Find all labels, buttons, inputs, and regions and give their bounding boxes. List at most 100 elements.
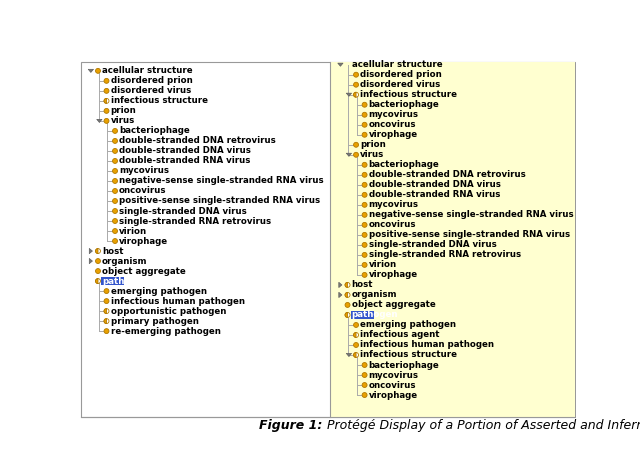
Text: object aggregate: object aggregate [102,266,186,276]
Text: positive-sense single-stranded RNA virus: positive-sense single-stranded RNA virus [119,197,320,206]
Circle shape [113,189,118,193]
Circle shape [113,179,118,183]
Circle shape [362,252,367,257]
Text: bacteriophage: bacteriophage [369,160,440,169]
Circle shape [353,342,358,347]
Text: single-stranded RNA retrovirus: single-stranded RNA retrovirus [369,250,521,259]
Text: virus: virus [111,116,135,125]
Text: disordered virus: disordered virus [360,80,440,89]
Circle shape [113,159,118,163]
Text: organism: organism [102,256,147,266]
Text: positive-sense single-stranded RNA virus: positive-sense single-stranded RNA virus [369,230,570,239]
Text: negative-sense single-stranded RNA virus: negative-sense single-stranded RNA virus [119,177,324,185]
Circle shape [113,169,118,173]
Circle shape [104,329,109,333]
Circle shape [362,192,367,197]
Wedge shape [353,332,356,337]
Circle shape [104,289,109,294]
Circle shape [113,149,118,153]
Circle shape [353,352,358,358]
Circle shape [362,262,367,267]
Circle shape [362,232,367,238]
Text: Protégé Display of a Portion of Asserted and Inferred VIDO Hierarchies: Protégé Display of a Portion of Asserted… [327,418,640,432]
Text: infectious agent: infectious agent [360,331,440,340]
Circle shape [95,68,100,73]
Circle shape [104,118,109,124]
Wedge shape [104,319,106,323]
Text: infectious structure: infectious structure [360,351,457,360]
Text: virophage: virophage [119,237,168,246]
Polygon shape [89,258,92,264]
Text: virophage: virophage [369,390,418,399]
Circle shape [113,238,118,244]
Text: single-stranded DNA virus: single-stranded DNA virus [369,240,497,249]
Text: pathogen: pathogen [102,276,148,285]
Circle shape [353,92,358,97]
Text: acellular structure: acellular structure [102,66,193,76]
Text: double-stranded DNA virus: double-stranded DNA virus [369,180,500,190]
Circle shape [95,248,100,254]
Wedge shape [353,352,356,358]
Text: mycovirus: mycovirus [369,110,419,119]
Text: virophage: virophage [369,270,418,279]
Circle shape [362,212,367,218]
Circle shape [353,332,358,337]
Text: bacteriophage: bacteriophage [369,100,440,109]
Circle shape [362,172,367,177]
Circle shape [362,242,367,247]
Text: virus: virus [360,150,385,159]
Circle shape [362,112,367,117]
Circle shape [362,162,367,167]
Text: emerging pathogen: emerging pathogen [360,321,456,330]
Wedge shape [104,309,106,314]
Polygon shape [97,119,102,123]
Circle shape [362,362,367,368]
Circle shape [104,309,109,314]
Circle shape [95,258,100,264]
Wedge shape [345,283,348,287]
Circle shape [113,128,118,133]
Text: infectious human pathogen: infectious human pathogen [360,341,494,350]
Circle shape [104,98,109,104]
Text: disordered virus: disordered virus [111,86,191,95]
Polygon shape [339,282,342,288]
Text: virophage: virophage [369,130,418,139]
Circle shape [353,152,358,157]
Text: virion: virion [119,227,147,236]
Wedge shape [353,92,356,97]
Text: double-stranded RNA virus: double-stranded RNA virus [119,156,250,165]
Circle shape [104,78,109,83]
Text: disordered prion: disordered prion [111,76,192,86]
Circle shape [95,268,100,274]
Polygon shape [338,63,343,66]
Bar [330,62,575,418]
Wedge shape [345,313,348,317]
Circle shape [345,293,350,297]
Text: oncovirus: oncovirus [369,120,416,129]
Text: host: host [102,247,124,256]
Text: bacteriophage: bacteriophage [369,361,440,370]
Polygon shape [346,153,351,156]
Wedge shape [95,248,98,254]
Text: double-stranded DNA retrovirus: double-stranded DNA retrovirus [369,171,525,179]
Text: infectious human pathogen: infectious human pathogen [111,296,244,305]
Circle shape [113,139,118,143]
Text: infectious structure: infectious structure [360,90,457,99]
Text: pathogen: pathogen [351,311,398,320]
Circle shape [104,319,109,323]
Text: double-stranded DNA retrovirus: double-stranded DNA retrovirus [119,136,276,145]
Circle shape [113,218,118,223]
Bar [351,311,374,319]
Text: mycovirus: mycovirus [369,200,419,209]
Text: oncovirus: oncovirus [369,220,416,229]
Circle shape [345,303,350,307]
Polygon shape [339,292,342,298]
Circle shape [362,222,367,228]
Circle shape [362,122,367,127]
Text: disordered prion: disordered prion [360,70,442,79]
Text: emerging pathogen: emerging pathogen [111,286,207,295]
Text: mycovirus: mycovirus [369,370,419,380]
Circle shape [353,82,358,87]
Circle shape [345,313,350,317]
Text: oncovirus: oncovirus [119,187,166,196]
